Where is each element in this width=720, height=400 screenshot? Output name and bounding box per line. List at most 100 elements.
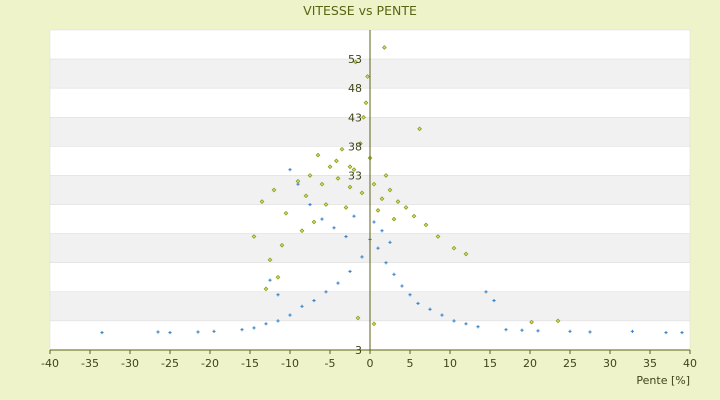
- data-point: [319, 181, 325, 187]
- data-point: [312, 298, 316, 303]
- x-tick-label: 25: [563, 357, 577, 370]
- data-point: [360, 255, 364, 259]
- x-tick-label: 15: [483, 357, 497, 370]
- y-tick-label: 53: [348, 53, 362, 66]
- data-point: [568, 329, 572, 333]
- data-point: [484, 290, 488, 294]
- data-point: [400, 284, 404, 288]
- data-point: [379, 196, 385, 202]
- data-point: [428, 307, 432, 311]
- data-point: [268, 278, 272, 282]
- data-point: [463, 251, 469, 257]
- x-tick-label: -5: [325, 357, 336, 370]
- data-point: [347, 164, 353, 170]
- y-tick-label: 43: [348, 111, 362, 124]
- data-point: [423, 222, 429, 228]
- x-tick-label: -20: [201, 357, 219, 370]
- data-point: [372, 220, 376, 224]
- data-point: [416, 301, 420, 306]
- x-tick-label: -15: [241, 357, 259, 370]
- data-point: [311, 219, 317, 225]
- data-point: [335, 175, 341, 181]
- data-point: [504, 328, 508, 332]
- data-point: [334, 158, 339, 164]
- data-point: [451, 245, 457, 251]
- x-tick-label: 20: [523, 357, 537, 370]
- data-point: [296, 182, 300, 186]
- data-point: [391, 216, 397, 222]
- data-point: [288, 168, 292, 172]
- data-point: [365, 74, 370, 79]
- data-point: [351, 167, 357, 173]
- x-tick-label: -35: [81, 357, 99, 370]
- data-point: [339, 146, 345, 152]
- data-point: [279, 242, 285, 248]
- data-point: [384, 261, 388, 265]
- x-tick-label: 10: [443, 357, 457, 370]
- data-point: [358, 141, 363, 146]
- chart-title: VITESSE vs PENTE: [303, 3, 417, 18]
- data-point: [252, 326, 256, 330]
- data-point: [327, 164, 333, 170]
- data-point: [353, 59, 358, 65]
- data-point: [271, 187, 277, 193]
- data-point: [363, 100, 369, 106]
- data-point: [355, 315, 361, 321]
- data-point: [348, 269, 352, 274]
- data-point: [529, 319, 534, 325]
- data-point: [520, 328, 524, 332]
- data-point: [259, 199, 265, 205]
- data-point: [323, 202, 329, 207]
- data-point: [371, 181, 377, 187]
- data-point: [588, 330, 592, 334]
- data-point: [452, 319, 456, 323]
- data-point: [324, 290, 328, 294]
- x-tick-labels: -40 -35 -30 -25 -20 -15 -10 -5 0 5 10 15 20 25 30 35 40: [41, 350, 697, 370]
- x-tick-label: -25: [161, 357, 179, 370]
- data-point: [408, 293, 412, 297]
- data-point: [375, 207, 381, 213]
- data-point: [664, 330, 668, 335]
- data-point: [275, 274, 281, 280]
- data-point: [288, 313, 292, 317]
- data-point: [263, 286, 269, 292]
- data-point: [492, 298, 496, 303]
- data-point: [168, 330, 172, 335]
- x-tick-label: 30: [603, 357, 617, 370]
- y-tick-label: 38: [348, 140, 362, 153]
- data-point: [307, 173, 313, 178]
- data-point: [536, 329, 540, 333]
- data-point: [196, 330, 200, 334]
- data-point: [276, 319, 280, 323]
- data-point: [371, 321, 377, 327]
- data-point: [411, 213, 417, 219]
- data-point: [332, 226, 336, 230]
- data-point: [680, 330, 684, 335]
- data-point: [387, 187, 393, 193]
- data-point: [630, 329, 634, 333]
- data-point: [361, 114, 366, 120]
- data-point: [283, 210, 289, 216]
- data-point: [267, 257, 273, 263]
- y-tick-label: 3: [355, 344, 362, 357]
- data-point: [303, 193, 309, 199]
- data-point: [435, 234, 441, 239]
- data-point: [315, 152, 321, 158]
- data-point: [156, 330, 160, 334]
- y-tick-label: 48: [348, 82, 362, 95]
- data-point: [299, 228, 305, 234]
- data-point: [555, 318, 561, 324]
- data-point: [344, 234, 348, 239]
- data-point: [100, 330, 104, 335]
- data-point: [276, 293, 280, 297]
- data-point: [300, 304, 304, 308]
- data-point: [395, 199, 401, 205]
- x-tick-label: -10: [281, 357, 299, 370]
- data-point: [403, 205, 409, 210]
- data-point: [264, 322, 268, 326]
- data-point: [240, 328, 244, 332]
- data-point: [347, 184, 353, 190]
